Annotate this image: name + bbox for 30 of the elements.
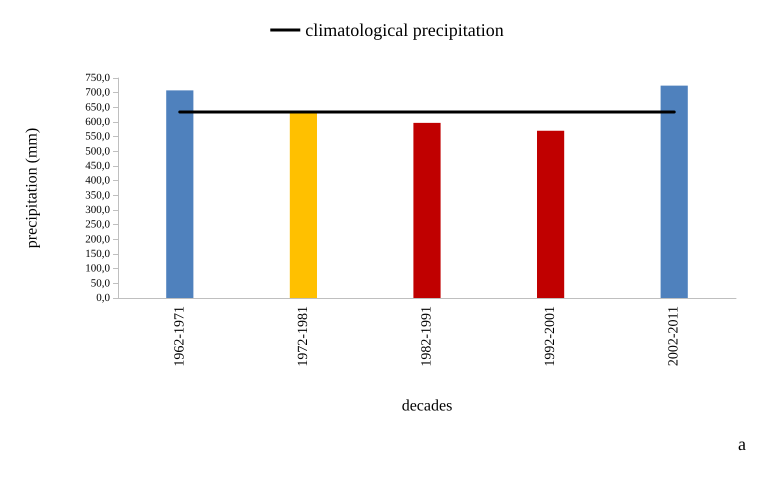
text: a: [738, 434, 746, 454]
bar: [166, 90, 194, 298]
y-tick-label: 50,0: [90, 277, 110, 290]
bar: [660, 86, 688, 298]
y-tick-label: 650,0: [85, 101, 110, 114]
y-tick-label: 500,0: [85, 145, 110, 158]
y-tick-label: 750,0: [85, 72, 110, 84]
y-tick-label: 250,0: [85, 218, 110, 231]
y-tick-label: 0,0: [96, 292, 110, 304]
y-tick-label: 300,0: [85, 204, 110, 216]
y-tick-label: 450,0: [85, 160, 110, 172]
y-tick-label: 350,0: [85, 189, 110, 202]
legend-label: climatological precipitation: [305, 20, 504, 40]
bar: [290, 113, 317, 298]
y-tick-label: 550,0: [85, 130, 110, 143]
bar: [537, 130, 564, 298]
y-tick-label: 200,0: [85, 233, 110, 246]
y-tick-label: 400,0: [85, 174, 110, 187]
bar: [413, 122, 441, 298]
y-tick-label: 150,0: [85, 248, 110, 260]
x-tick-label: 1972-1981: [296, 306, 311, 367]
y-tick-label: 700,0: [85, 86, 110, 99]
y-tick-label: 600,0: [85, 116, 110, 128]
y-axis-title: precipitation (mm): [24, 128, 40, 248]
x-axis-title: decades: [402, 398, 452, 414]
x-tick-label: 2002-2011: [666, 306, 682, 366]
x-tick-label: 1962-1971: [172, 306, 188, 367]
x-tick-label: 1992-2001: [543, 306, 558, 367]
x-tick-label: 1982-1991: [420, 306, 434, 367]
y-tick-label: 100,0: [85, 262, 110, 275]
